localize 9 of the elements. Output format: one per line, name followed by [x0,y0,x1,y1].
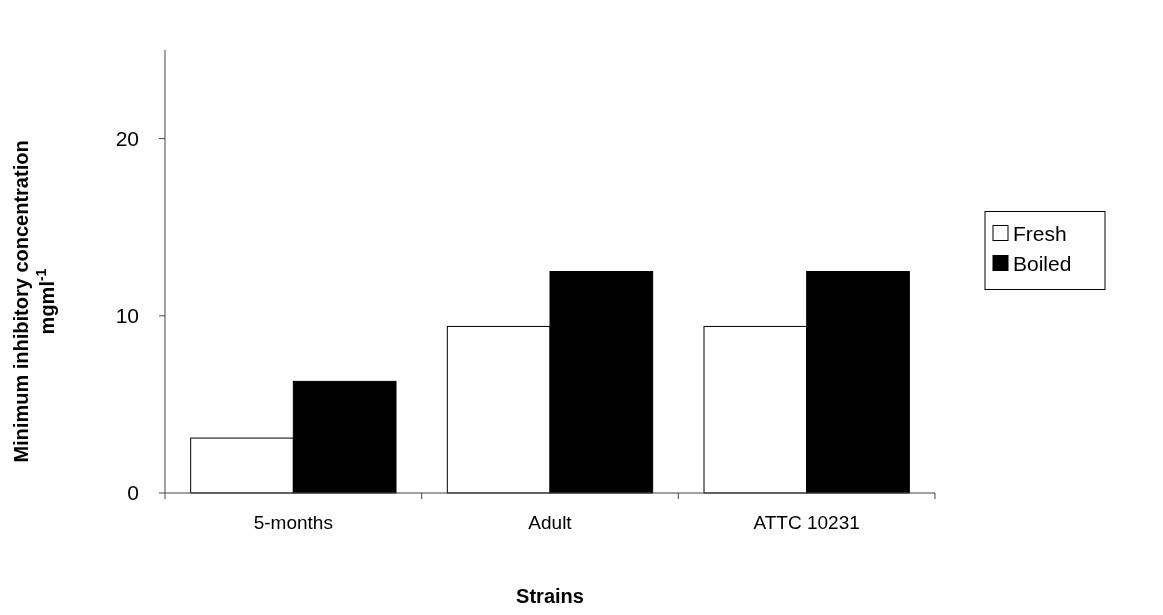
y-tick-label: 0 [127,481,139,505]
x-tick-label: 5-months [253,512,333,533]
x-tick-label: Adult [528,512,573,533]
legend-label: Boiled [1013,251,1072,275]
x-tick-label: ATTC 10231 [753,512,860,533]
y-tick-label: 20 [115,126,139,150]
legend-label: Fresh [1013,221,1067,245]
x-axis-title: Strains [516,585,584,607]
y-tick-label: 10 [115,304,139,328]
